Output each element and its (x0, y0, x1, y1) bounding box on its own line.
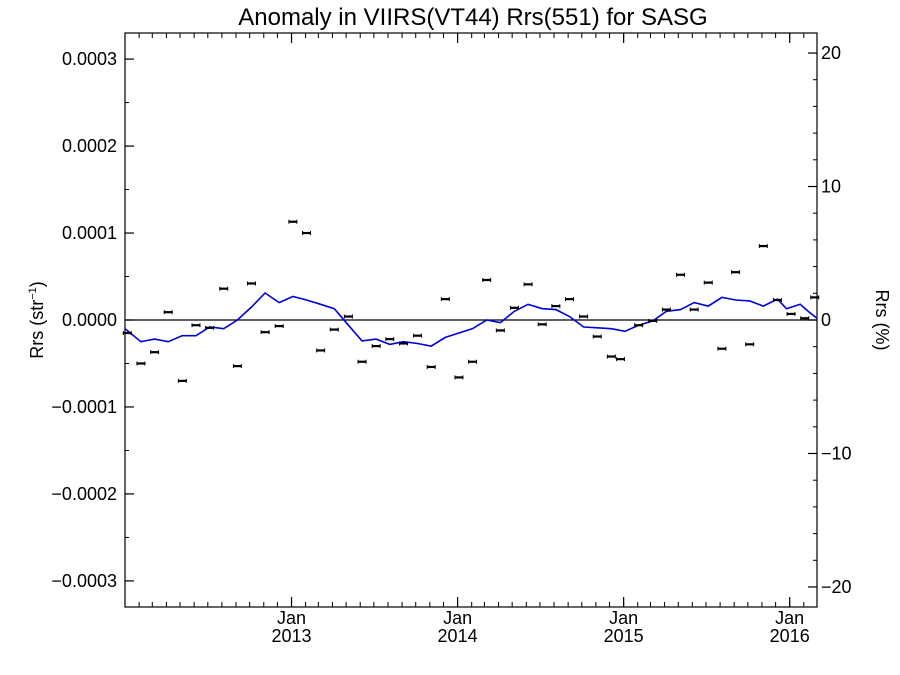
data-point-23 (440, 297, 450, 302)
data-point-20 (398, 341, 408, 346)
line-series (124, 291, 818, 347)
data-point-39 (661, 307, 671, 312)
left-tick-label-3: 0.0000 (62, 310, 117, 330)
data-point-0 (122, 331, 132, 336)
data-point-49 (800, 316, 810, 321)
y-axis-label-left-base: Rrs (str (27, 300, 47, 359)
data-point-8 (232, 364, 242, 369)
data-point-46 (758, 244, 768, 249)
data-point-27 (495, 328, 505, 333)
data-point-36 (615, 357, 625, 362)
x-tick-label-year-0: 2013 (271, 626, 311, 646)
data-point-30 (537, 322, 547, 327)
data-point-7 (219, 286, 229, 291)
data-point-9 (246, 281, 256, 286)
left-tick-label-6: −0.0003 (51, 571, 117, 591)
data-point-29 (523, 282, 533, 287)
data-point-16 (343, 314, 353, 319)
data-point-3 (163, 310, 173, 315)
data-point-18 (371, 344, 381, 349)
data-point-47 (772, 297, 782, 302)
right-tick-label-4: −20 (821, 577, 852, 597)
data-point-26 (482, 277, 492, 282)
data-point-13 (302, 231, 312, 236)
left-tick-label-4: −0.0001 (51, 397, 117, 417)
data-point-40 (676, 272, 686, 277)
data-point-50 (810, 295, 820, 300)
y-axis-label-left: Rrs (str−1) (27, 281, 47, 359)
points-series (122, 219, 820, 383)
data-point-21 (413, 333, 423, 338)
data-point-32 (564, 297, 574, 302)
data-point-24 (454, 375, 464, 380)
right-tick-label-1: 10 (821, 177, 841, 197)
x-tick-label-month-1: Jan (443, 608, 472, 628)
data-point-15 (329, 327, 339, 332)
right-tick-label-2: 0 (821, 310, 831, 330)
data-point-17 (357, 359, 367, 364)
data-point-22 (426, 364, 436, 369)
x-tick-label-year-3: 2016 (770, 626, 810, 646)
x-tick-label-month-0: Jan (277, 608, 306, 628)
data-point-28 (509, 305, 519, 310)
chart-title: Anomaly in VIIRS(VT44) Rrs(551) for SASG (238, 4, 707, 31)
data-point-45 (745, 342, 755, 347)
left-tick-label-1: 0.0002 (62, 136, 117, 156)
data-point-12 (288, 219, 298, 224)
data-point-1 (136, 361, 146, 366)
data-point-37 (634, 323, 644, 328)
x-tick-label-month-2: Jan (609, 608, 638, 628)
data-point-31 (551, 304, 561, 309)
data-point-14 (316, 348, 326, 353)
series-line-1 (124, 291, 818, 347)
x-tick-label-year-2: 2015 (604, 626, 644, 646)
y-axis-label-left-tail: ) (27, 281, 47, 287)
right-tick-label-3: −10 (821, 443, 852, 463)
data-point-10 (260, 330, 270, 335)
right-tick-label-0: 20 (821, 43, 841, 63)
y-axis-label-left-sup: −1 (27, 287, 39, 300)
data-point-25 (468, 359, 478, 364)
data-point-4 (177, 378, 187, 383)
y-axis-label-right: Rrs (%) (872, 290, 892, 351)
data-point-44 (731, 270, 741, 275)
data-point-48 (786, 311, 796, 316)
x-tick-label-year-1: 2014 (438, 626, 478, 646)
left-tick-label-0: 0.0003 (62, 49, 117, 69)
data-point-2 (150, 350, 160, 355)
data-point-5 (191, 323, 201, 328)
right-axis: 20 10 0 −10 −20 (808, 43, 852, 597)
data-point-33 (579, 314, 589, 319)
left-axis: 0.0003 0.0002 0.0001 0.0000 −0.0001 −0.0002 −0… (51, 49, 134, 591)
data-point-38 (648, 318, 658, 323)
x-tick-label-month-3: Jan (775, 608, 804, 628)
data-point-43 (717, 346, 727, 351)
data-point-19 (385, 337, 395, 342)
left-tick-label-2: 0.0001 (62, 223, 117, 243)
data-point-11 (274, 324, 284, 329)
data-point-6 (205, 325, 215, 330)
data-point-34 (592, 334, 602, 339)
left-tick-label-5: −0.0002 (51, 484, 117, 504)
data-point-42 (703, 280, 713, 285)
data-point-35 (606, 354, 616, 359)
data-point-41 (689, 307, 699, 312)
